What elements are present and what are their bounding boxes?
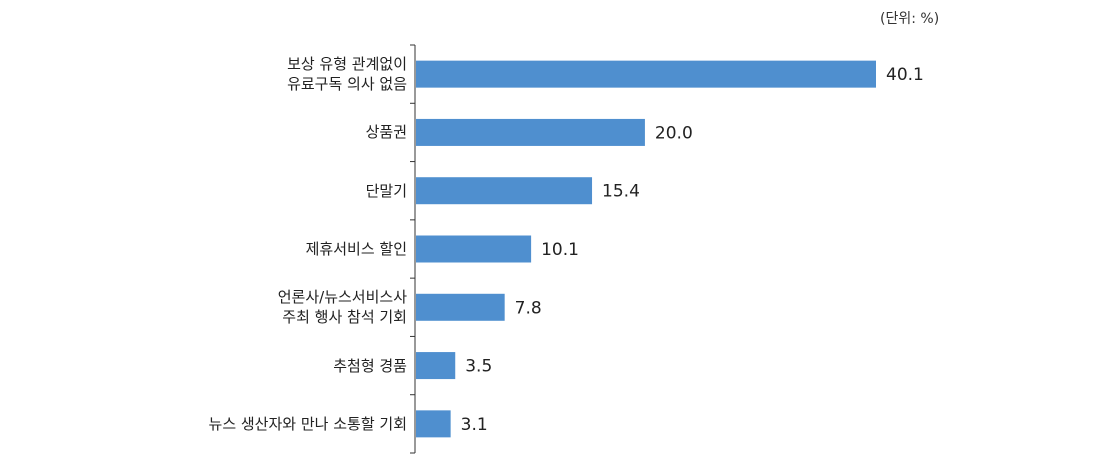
value-label: 20.0 (655, 123, 693, 143)
bar (416, 60, 876, 88)
value-label: 3.1 (461, 415, 488, 435)
bar (416, 177, 593, 205)
category-label: 뉴스 생산자와 만나 소통할 기회 (208, 414, 407, 433)
value-label: 15.4 (602, 182, 640, 202)
bar (416, 293, 505, 321)
value-label: 40.1 (886, 65, 924, 85)
category-label: 언론사/뉴스서비스사 주최 행사 참석 기회 (277, 288, 407, 327)
category-label: 보상 유형 관계없이 유료구독 의사 없음 (287, 55, 407, 94)
bar (416, 118, 645, 146)
value-label: 3.5 (465, 357, 492, 377)
category-label: 제휴서비스 할인 (305, 240, 407, 258)
bar (416, 410, 451, 438)
bar (416, 235, 532, 263)
category-label: 추첨형 경품 (333, 356, 407, 375)
category-label: 상품권 (365, 123, 407, 142)
value-label: 10.1 (541, 240, 579, 260)
unit-note: (단위: %) (880, 11, 940, 27)
bar (416, 352, 456, 380)
category-label: 단말기 (365, 181, 407, 200)
value-label: 7.8 (515, 298, 542, 318)
